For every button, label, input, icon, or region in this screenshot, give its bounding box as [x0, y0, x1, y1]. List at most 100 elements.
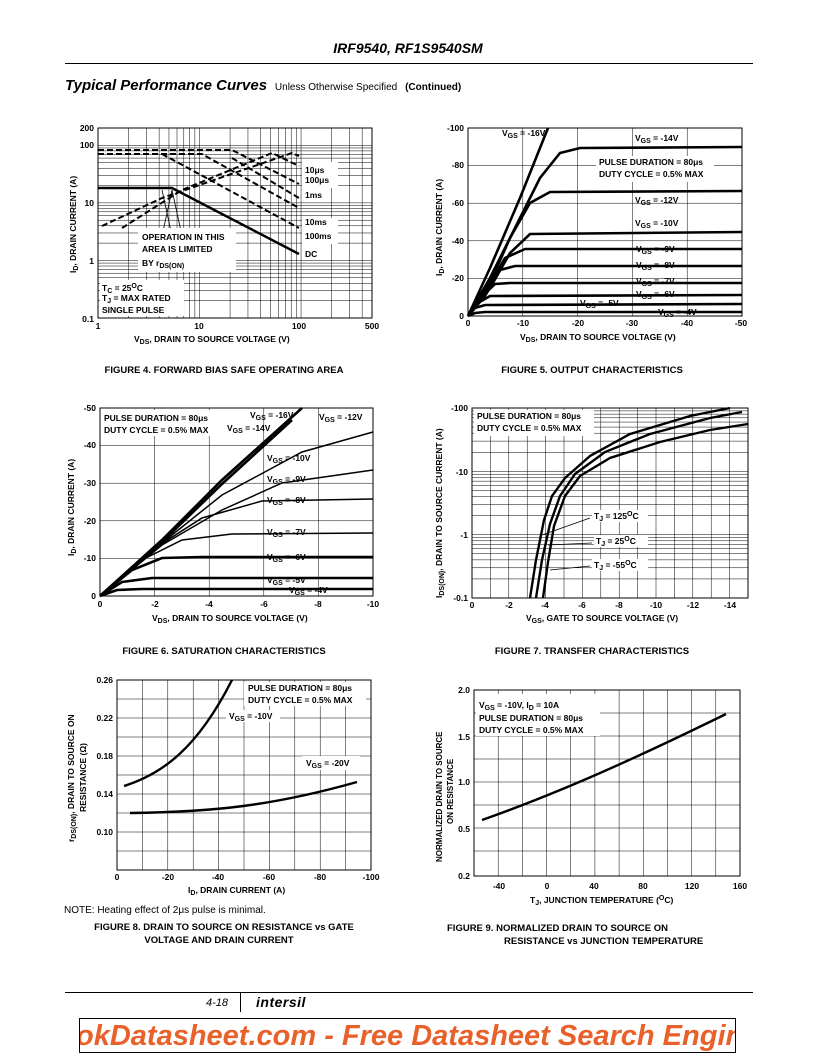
f5-vgs-label: VGS = -8V: [636, 260, 675, 272]
f7-xtick: -4: [541, 600, 549, 610]
f5-xtick: -30: [626, 318, 639, 328]
f4-pulse-curve: [98, 153, 300, 209]
f6-xtick: -8: [314, 599, 322, 609]
f5-vgs-label: VGS = -14V: [635, 133, 679, 145]
f6-pulse-line1: PULSE DURATION = 80μs: [104, 413, 208, 423]
f8-xtick: -100: [362, 872, 379, 882]
f5-curve: [467, 302, 743, 317]
f4-pulse-curve: [98, 149, 300, 185]
f4-pulse-curve: [161, 153, 300, 229]
f9-ytick: 0.2: [458, 871, 470, 881]
f9-ytick: 1.5: [458, 732, 470, 742]
f8-ylabel-line1: rDS(ON), DRAIN TO SOURCE ON: [66, 714, 78, 842]
figure-8-caption-line1: FIGURE 8. DRAIN TO SOURCE ON RESISTANCE …: [94, 922, 354, 933]
f6-vgs-label: VGS = -8V: [267, 495, 306, 507]
f5-curve: [467, 264, 742, 317]
f6-curve: [99, 431, 374, 597]
f4-pulse-curve: [121, 151, 300, 229]
f4-label-10us: 10μs: [305, 165, 325, 175]
f8-xtick: -20: [162, 872, 175, 882]
f9-condition: VGS = -10V, ID = 10A: [479, 700, 559, 712]
f5-vgs-label: VGS = -12V: [635, 195, 679, 207]
page-number: 4-18: [206, 997, 229, 1009]
footer-divider: [240, 992, 241, 1012]
f6-curve: [99, 576, 373, 598]
figure-9-normalized-chart: 2.0 1.5 1.0 0.5 0.2 -40 0 40 80 120 160 …: [435, 685, 747, 907]
f5-xlabel: VDS, DRAIN TO SOURCE VOLTAGE (V): [520, 332, 676, 344]
f9-xtick: 80: [638, 881, 648, 891]
f6-vgs-label: VGS = -9V: [267, 474, 306, 486]
f6-xlabel: VDS, DRAIN TO SOURCE VOLTAGE (V): [152, 613, 308, 625]
f9-ytick: 1.0: [458, 777, 470, 787]
f5-vgs-label: VGS = -6V: [636, 289, 675, 301]
f4-ytick: 10: [85, 198, 95, 208]
f6-curve: [99, 532, 374, 597]
f4-xtick: 100: [292, 321, 306, 331]
f6-curve: [99, 498, 374, 597]
f4-xlabel: VDS, DRAIN TO SOURCE VOLTAGE (V): [134, 334, 290, 346]
f5-xtick: -10: [517, 318, 530, 328]
f6-ytick: -50: [84, 403, 97, 413]
f9-xtick: 40: [589, 881, 599, 891]
f7-ylabel: IDS(ON), DRAIN TO SOURCE CURRENT (A): [434, 428, 446, 598]
section-title: Typical Performance Curves: [65, 77, 268, 94]
f8-ylabel-line2: RESISTANCE (Ω): [78, 743, 88, 812]
figure-4-soa-chart: 200 100 10 1 0.1 1 10 100 500 OPERATION …: [68, 123, 379, 346]
f4-label-dc: DC: [305, 249, 317, 259]
f6-ylabel: ID, DRAIN CURRENT (A): [66, 459, 78, 556]
f6-ytick: -40: [84, 440, 97, 450]
f4-pulse-curve: [101, 151, 300, 227]
f9-xtick: 0: [545, 881, 550, 891]
f8-curve: [123, 679, 234, 788]
f5-vgs-label: VGS = -7V: [636, 276, 675, 288]
f8-pulse-line2: DUTY CYCLE = 0.5% MAX: [248, 695, 353, 705]
f6-vgs-label: VGS = -14V: [227, 423, 271, 435]
figure-5-caption: FIGURE 5. OUTPUT CHARACTERISTICS: [501, 365, 683, 376]
f4-op-line3: BY rDS(ON): [142, 258, 184, 270]
figure-6-saturation-chart: -50 -40 -30 -20 -10 0 0 -2 -4 -6 -8 -10 …: [66, 403, 380, 625]
f7-xtick: -12: [687, 600, 700, 610]
f5-ytick: -60: [452, 198, 465, 208]
f6-curve: [99, 555, 373, 598]
section-continued: (Continued): [405, 82, 462, 93]
watermark-banner[interactable]: okDatasheet.com - Free Datasheet Search …: [79, 1018, 736, 1053]
f8-xtick: 0: [115, 872, 120, 882]
f6-vgs-label: VGS = -6V: [267, 552, 306, 564]
figure-7-caption: FIGURE 7. TRANSFER CHARACTERISTICS: [494, 646, 690, 657]
f7-ytick: -10: [456, 467, 469, 477]
f4-xtick: 500: [365, 321, 379, 331]
f6-ytick: -10: [84, 553, 97, 563]
f4-label-1ms: 1ms: [305, 190, 322, 200]
f7-curve: [534, 410, 743, 599]
f7-ytick: -100: [451, 403, 468, 413]
f8-xlabel: ID, DRAIN CURRENT (A): [188, 885, 285, 897]
f5-ytick: -80: [452, 160, 465, 170]
f5-pulse-line1: PULSE DURATION = 80μs: [599, 157, 703, 167]
f4-xtick: 10: [194, 321, 204, 331]
f9-ytick: 0.5: [458, 824, 470, 834]
f4-label-100us: 100μs: [305, 175, 329, 185]
f7-curve: [528, 406, 731, 599]
figure-5-output-chart: -100 -80 -60 -40 -20 0 0 -10 -20 -30 -40…: [434, 123, 747, 344]
f6-curve: [99, 469, 374, 597]
f9-curve: [481, 712, 727, 822]
f4-xtick: 1: [96, 321, 101, 331]
f5-vgs-label: VGS = -9V: [636, 244, 675, 256]
section-subtitle: Unless Otherwise Specified: [274, 82, 398, 93]
header-rule: [65, 63, 753, 64]
f5-ytick: -20: [452, 273, 465, 283]
footer-rule: [65, 992, 753, 993]
f5-xtick: -40: [681, 318, 694, 328]
f6-vgs-label: VGS = -7V: [267, 527, 306, 539]
f9-xtick: 160: [733, 881, 747, 891]
f8-ytick: 0.26: [96, 675, 113, 685]
f5-vgs-label: VGS = -10V: [635, 218, 679, 230]
f6-xtick: -6: [260, 599, 268, 609]
f5-xtick: 0: [466, 318, 471, 328]
banner-text: okDatasheet.com - Free Datasheet Search …: [79, 1020, 736, 1052]
f9-ytick: 2.0: [458, 685, 470, 695]
f6-ytick: -30: [84, 478, 97, 488]
f7-xtick: -8: [615, 600, 623, 610]
f6-xtick: -10: [367, 599, 380, 609]
f6-curve: [99, 587, 373, 598]
